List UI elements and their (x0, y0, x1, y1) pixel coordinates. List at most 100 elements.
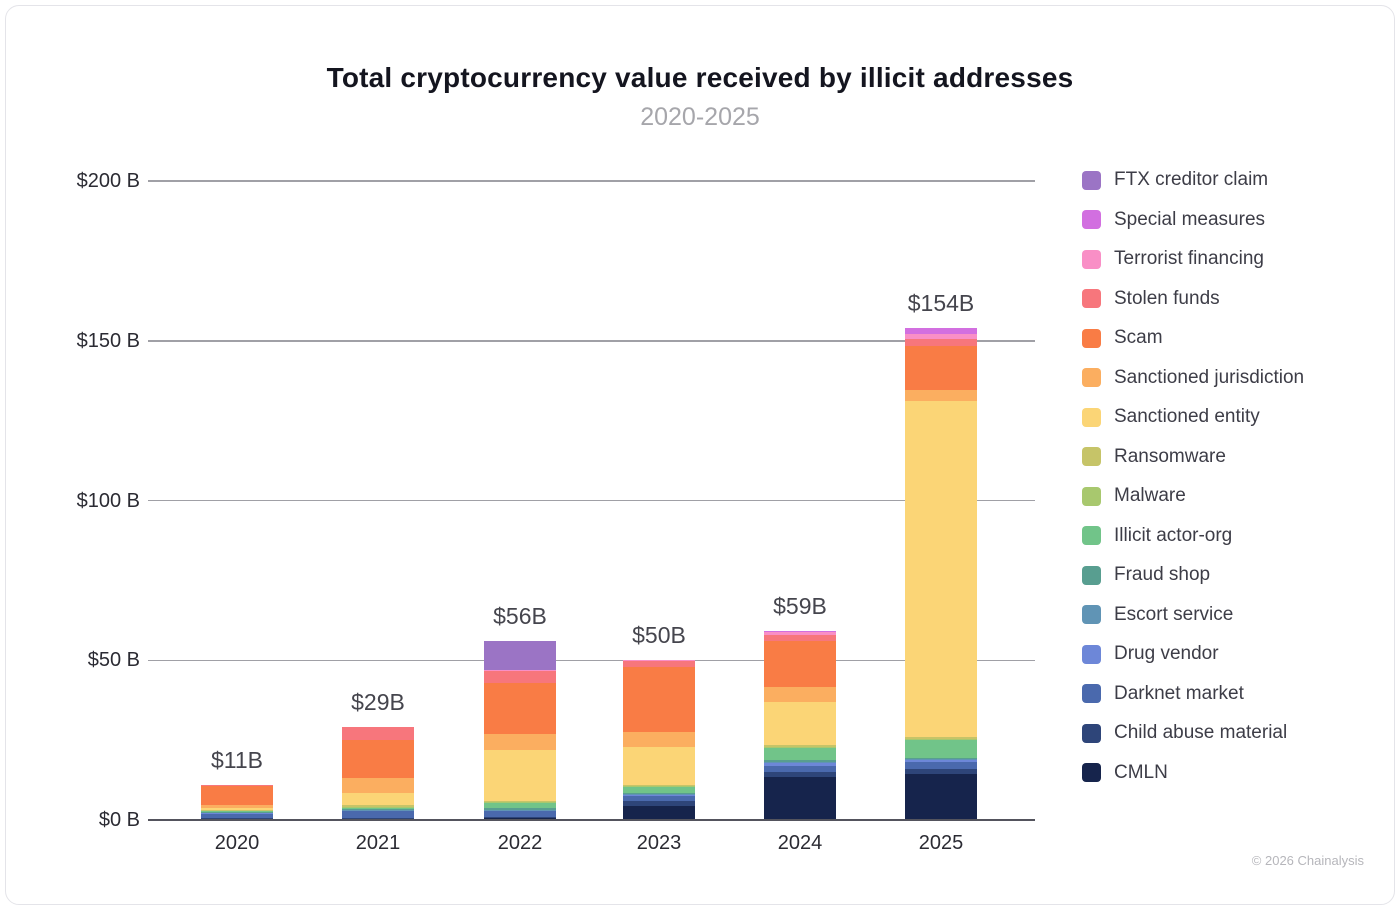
bar-segment-ransomware (905, 736, 977, 740)
bar-segment-ransomware (623, 784, 695, 787)
bar-segment-stolen-funds (342, 727, 414, 741)
y-axis-label: $150 B (76, 329, 140, 352)
legend-item-scam: Scam (1082, 326, 1304, 350)
legend-item-terrorist-financing: Terrorist financing (1082, 247, 1304, 271)
legend-item-sanctioned-entity: Sanctioned entity (1082, 405, 1304, 429)
bar-segment-sanctioned-jurisdiction (623, 732, 695, 747)
bar-total-label: $59B (773, 593, 827, 620)
legend-item-drug-vendor: Drug vendor (1082, 642, 1304, 666)
bar-segment-malware (623, 786, 695, 788)
bar-segment-escort-service (905, 759, 977, 761)
bar-segment-terrorist-financing (623, 660, 695, 662)
legend-label: Stolen funds (1114, 287, 1220, 309)
legend-swatch (1082, 644, 1101, 664)
bar-segment-stolen-funds (905, 339, 977, 346)
legend-item-sanctioned-jurisdiction: Sanctioned jurisdiction (1082, 366, 1304, 390)
legend-swatch (1082, 763, 1101, 782)
bar-segment-scam (764, 641, 836, 688)
bar-segment-fraud-shop (905, 757, 977, 760)
bar-segment-malware (764, 746, 836, 748)
bar-segment-scam (623, 666, 695, 733)
bar-segment-illicit-actor-org (342, 807, 414, 809)
bar-segment-stolen-funds (484, 670, 556, 683)
legend-swatch (1082, 249, 1101, 269)
bar-segment-sanctioned-jurisdiction (201, 805, 273, 809)
legend-item-cmln: CMLN (1082, 761, 1304, 785)
legend-item-stolen-funds: Stolen funds (1082, 287, 1304, 311)
legend-label: Scam (1114, 327, 1163, 348)
bar-segment-darknet-market (905, 762, 977, 769)
legend-label: Malware (1114, 485, 1186, 506)
bar-segment-malware (484, 802, 556, 804)
bar-segment-special-measures (905, 327, 977, 335)
bar-segment-child-abuse-material (484, 817, 556, 819)
legend-swatch (1082, 289, 1101, 308)
bar-segment-escort-service (623, 794, 695, 796)
legend-swatch (1082, 407, 1101, 427)
copyright: © 2026 Chainalysis (1251, 853, 1364, 868)
bar-total-label: $50B (632, 622, 686, 649)
legend-swatch (1082, 565, 1101, 585)
bar-segment-child-abuse-material (342, 817, 414, 819)
bar-segment-darknet-market (764, 765, 836, 773)
bar-segment-darknet-market (484, 811, 556, 818)
bar-segment-special-measures (764, 631, 836, 633)
bar-segment-fraud-shop (623, 793, 695, 795)
bar-segment-stolen-funds (623, 660, 695, 667)
legend-label: Escort service (1114, 603, 1234, 625)
legend-item-darknet-market: Darknet market (1082, 682, 1304, 706)
bar-segment-escort-service (201, 812, 273, 814)
bar-segment-fraud-shop (201, 811, 273, 813)
legend-swatch (1082, 368, 1101, 387)
legend-item-ftx-creditor-claim: FTX creditor claim (1082, 168, 1304, 192)
bar-segment-darknet-market (201, 813, 273, 819)
bar-segment-stolen-funds (764, 634, 836, 642)
legend-label: Special measures (1114, 208, 1266, 230)
bar-segment-darknet-market (623, 796, 695, 801)
x-axis-label: 2025 (918, 832, 964, 854)
bar-segment-sanctioned-entity (201, 808, 273, 811)
legend-item-child-abuse-material: Child abuse material (1082, 721, 1304, 745)
legend-label: Drug vendor (1114, 643, 1219, 664)
gridline-150 (148, 340, 1035, 342)
gridline-50 (148, 659, 1035, 661)
legend-swatch (1082, 723, 1101, 743)
legend-label: CMLN (1114, 761, 1168, 783)
bar-segment-fraud-shop (342, 808, 414, 810)
bar-segment-escort-service (764, 761, 836, 763)
legend-item-escort-service: Escort service (1082, 603, 1304, 627)
bar-segment-scam (342, 740, 414, 779)
legend-label: Sanctioned entity (1114, 406, 1260, 427)
x-axis-label: 2022 (497, 832, 543, 854)
bar-segment-drug-vendor (764, 762, 836, 766)
legend-item-illicit-actor-org: Illicit actor-org (1082, 524, 1304, 548)
y-axis-label: $0 B (98, 809, 140, 831)
y-axis-label: $100 B (76, 489, 140, 512)
bar-segment-cmln (623, 805, 695, 820)
chart-subtitle: 2020-2025 (640, 103, 760, 131)
bar-segment-fraud-shop (484, 808, 556, 810)
bar-segment-sanctioned-entity (764, 701, 836, 745)
bar-segment-malware (342, 806, 414, 808)
bar-segment-escort-service (484, 809, 556, 811)
bar-total-label: $11B (210, 746, 263, 773)
chart-title: Total cryptocurrency value received by i… (326, 62, 1074, 93)
bar-segment-illicit-actor-org (484, 803, 556, 809)
legend-swatch (1082, 605, 1101, 624)
bar-segment-sanctioned-entity (342, 792, 414, 806)
bar-segment-escort-service (342, 809, 414, 811)
bar-segment-sanctioned-jurisdiction (484, 733, 556, 750)
legend-swatch (1082, 684, 1101, 703)
bar-total-label: $56B (493, 603, 547, 630)
legend-item-fraud-shop: Fraud shop (1082, 563, 1304, 587)
bar-segment-ransomware (764, 744, 836, 747)
legend-label: Illicit actor-org (1114, 524, 1233, 546)
legend-swatch (1082, 486, 1101, 506)
gridline-100 (148, 499, 1035, 502)
bar-segment-sanctioned-jurisdiction (905, 390, 977, 402)
bar-segment-terrorist-financing (764, 632, 836, 635)
bar-segment-sanctioned-entity (905, 401, 977, 737)
x-axis-label: 2020 (214, 832, 260, 854)
legend-label: Ransomware (1114, 445, 1226, 467)
